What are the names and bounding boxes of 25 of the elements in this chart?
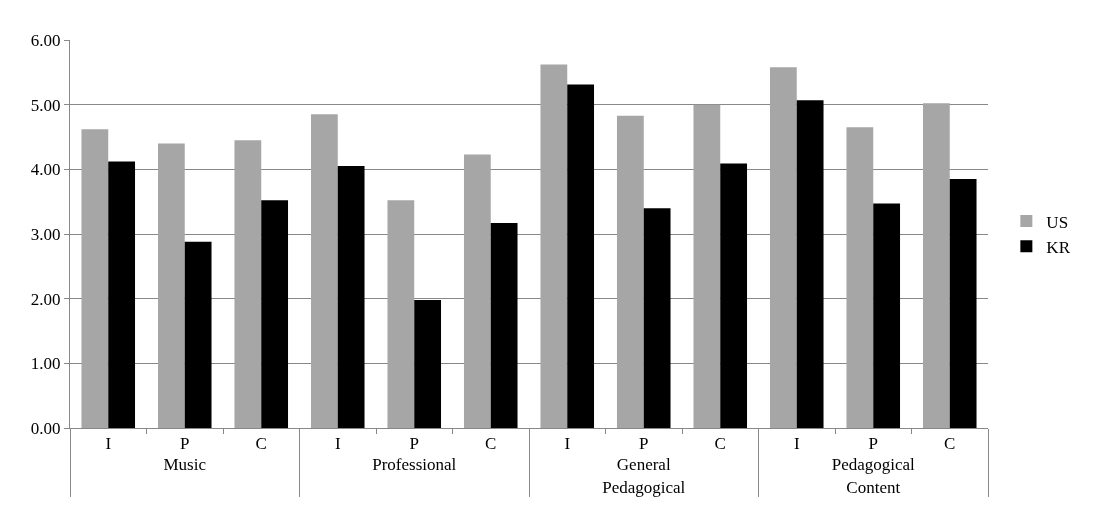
x-tick-label: P — [639, 434, 649, 454]
y-tick-label: 2.00 — [30, 289, 61, 309]
x-tick-label: I — [334, 434, 341, 454]
x-tick-label: I — [564, 434, 571, 454]
y-tick-label: 6.00 — [30, 30, 61, 50]
y-tick-label: 5.00 — [30, 95, 61, 115]
x-tick-label: C — [944, 434, 956, 454]
y-tick-label: 1.00 — [30, 354, 61, 374]
x-tick-label: I — [105, 434, 112, 454]
x-tick-label: I — [793, 434, 800, 454]
y-tick-label: 4.00 — [30, 160, 61, 180]
text: Music — [163, 455, 207, 475]
legend-label: KR — [1046, 237, 1071, 257]
y-tick-label: 0.00 — [30, 418, 61, 438]
legend-label: US — [1046, 212, 1069, 232]
y-tick-label: 3.00 — [30, 224, 61, 244]
x-tick-label: P — [868, 434, 878, 454]
x-tick-label: C — [714, 434, 726, 454]
x-tick-label: C — [485, 434, 497, 454]
text: General Pedagogical — [602, 455, 686, 497]
x-tick-label: C — [255, 434, 267, 454]
x-tick-label: P — [409, 434, 419, 454]
x-tick-label: P — [180, 434, 190, 454]
text: Pedagogical Content — [831, 455, 916, 497]
text: Professional — [372, 455, 457, 475]
